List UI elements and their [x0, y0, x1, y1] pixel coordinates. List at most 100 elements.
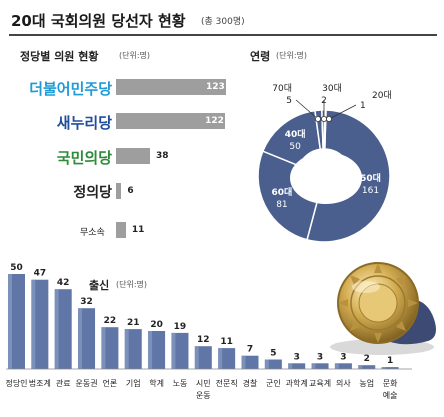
party-bar: [116, 148, 150, 164]
job-bar-highlight: [31, 279, 36, 369]
job-value-label: 7: [247, 345, 253, 355]
title-divider: [9, 34, 437, 36]
age-chart-unit: (단위:명): [276, 51, 308, 60]
job-category-label: 의사: [336, 378, 351, 388]
age-callout-dot: [314, 116, 321, 123]
age-value-label: 50: [289, 142, 301, 152]
age-value-label: 81: [276, 200, 287, 210]
header: 20대 국회의원 당선자 현황 (총 300명): [0, 0, 444, 40]
job-bar: [288, 363, 306, 369]
party-value-label: 6: [127, 186, 134, 196]
page-subtitle: (총 300명): [201, 17, 245, 27]
job-value-label: 20: [150, 320, 163, 330]
job-category-label: 운동권: [76, 378, 98, 388]
job-bar-highlight: [358, 365, 363, 369]
job-bar: [194, 346, 212, 369]
job-bar: [381, 367, 399, 369]
job-bar-highlight: [334, 363, 339, 369]
job-category-label: 전문직: [216, 378, 238, 388]
job-bar: [54, 289, 72, 369]
age-chart-title: 연령: [250, 50, 271, 63]
job-category-label: 법조계: [29, 378, 51, 388]
job-value-label: 32: [80, 297, 93, 307]
job-chart-unit: (단위:명): [116, 280, 148, 289]
job-value-label: 5: [270, 349, 276, 359]
party-bar: [116, 183, 122, 199]
job-category-label: 교육계: [309, 378, 331, 388]
job-category-label: 경찰: [243, 378, 258, 388]
job-category-label: 시민: [196, 378, 211, 388]
party-value-label: 122: [205, 116, 224, 126]
job-value-label: 11: [220, 337, 233, 347]
job-category-label: 문화: [383, 379, 398, 388]
job-bar: [311, 363, 329, 369]
job-bar: [218, 348, 236, 369]
party-chart-title: 정당별 의원 현황: [20, 50, 99, 63]
job-bar-highlight: [78, 308, 83, 369]
job-bar: [148, 331, 166, 369]
job-bar-highlight: [8, 274, 12, 369]
age-category-label: 50대: [360, 172, 381, 184]
party-bar: [116, 222, 126, 238]
party-label: 더불어민주당: [29, 80, 112, 98]
job-value-label: 22: [104, 316, 117, 326]
age-value-label: 1: [360, 101, 366, 111]
job-bar-highlight: [381, 367, 386, 369]
donut-hole: [290, 152, 362, 204]
job-value-label: 19: [174, 322, 187, 332]
job-bar: [101, 327, 119, 369]
job-bar: [31, 279, 49, 369]
job-category-label: 노동: [173, 379, 188, 388]
job-category-label: 예술: [383, 390, 398, 400]
job-value-label: 50: [10, 263, 23, 273]
age-category-label: 30대: [322, 83, 342, 94]
job-value-label: 3: [340, 352, 346, 362]
party-label: 정의당: [73, 185, 112, 201]
age-callout-dot: [320, 116, 327, 123]
age-category-label: 20대: [372, 90, 392, 101]
party-bar: [116, 79, 226, 95]
age-category-label: 70대: [272, 83, 292, 94]
job-value-label: 47: [34, 269, 47, 279]
job-category-label: 학계: [149, 378, 164, 388]
job-value-label: 3: [294, 352, 300, 362]
job-bar-highlight: [171, 332, 176, 369]
job-chart-title: 출신: [89, 279, 110, 292]
age-value-label: 161: [362, 186, 379, 196]
job-bar-highlight: [241, 355, 246, 369]
job-bar: [358, 365, 376, 369]
age-callout-line: [328, 104, 357, 120]
age-value-label: 2: [321, 96, 327, 106]
job-value-label: 1: [387, 356, 393, 366]
party-value-label: 123: [206, 82, 225, 92]
job-category-label: 기업: [126, 379, 141, 388]
job-bar-highlight: [218, 348, 223, 369]
age-category-label: 40대: [285, 128, 306, 140]
age-callout-dot: [325, 116, 332, 123]
job-value-label: 12: [197, 335, 210, 345]
job-bar: [8, 274, 25, 369]
party-label: 새누리당: [56, 114, 112, 132]
party-value-label: 11: [131, 225, 145, 235]
job-value-label: 2: [364, 354, 370, 364]
party-value-label: 38: [155, 151, 169, 161]
job-bar: [171, 332, 189, 369]
job-value-label: 21: [127, 318, 140, 328]
job-category-label: 언론: [103, 378, 118, 388]
party-label: 무소속: [80, 228, 105, 238]
job-value-label: 42: [57, 278, 70, 288]
age-category-label: 60대: [272, 186, 293, 198]
job-bar-highlight: [194, 346, 199, 369]
job-bar: [124, 329, 142, 369]
age-slice: [323, 109, 327, 150]
job-bar: [241, 355, 259, 369]
party-bar: [116, 113, 226, 129]
national-assembly-badge-icon: [330, 262, 436, 355]
party-chart-unit: (단위:명): [119, 51, 151, 60]
party-label: 국민의당: [56, 149, 112, 167]
job-category-label: 관료: [56, 378, 71, 388]
job-bar-highlight: [288, 363, 293, 369]
age-callout-line: [295, 99, 319, 120]
job-bar-highlight: [101, 327, 106, 369]
